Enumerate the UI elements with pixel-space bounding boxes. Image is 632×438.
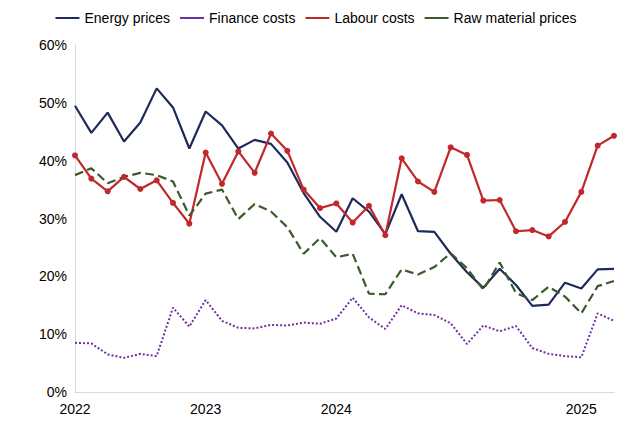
svg-text:Labour costs: Labour costs xyxy=(334,10,414,26)
svg-text:10%: 10% xyxy=(39,326,67,342)
svg-text:2025: 2025 xyxy=(566,401,597,417)
svg-text:40%: 40% xyxy=(39,153,67,169)
svg-text:0%: 0% xyxy=(47,384,67,400)
svg-text:Raw material prices: Raw material prices xyxy=(454,10,577,26)
svg-text:2023: 2023 xyxy=(190,401,221,417)
svg-text:60%: 60% xyxy=(39,37,67,53)
svg-text:Energy prices: Energy prices xyxy=(84,10,170,26)
svg-text:2024: 2024 xyxy=(321,401,352,417)
svg-text:2022: 2022 xyxy=(59,401,90,417)
svg-text:Finance costs: Finance costs xyxy=(209,10,295,26)
svg-text:20%: 20% xyxy=(39,268,67,284)
svg-text:30%: 30% xyxy=(39,211,67,227)
svg-text:50%: 50% xyxy=(39,95,67,111)
